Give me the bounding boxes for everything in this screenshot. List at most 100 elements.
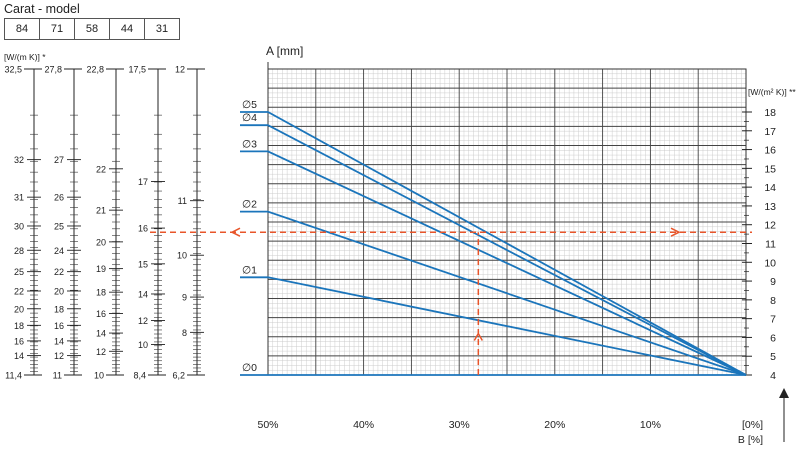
model-cell: 58 [74, 18, 110, 40]
right-axis-tick-label: 4 [770, 370, 776, 382]
plot-grid [267, 62, 747, 376]
scale-tick-label: 32 [14, 155, 24, 165]
scale-tick-label: 24 [54, 246, 64, 256]
scale-tick-label: 25 [14, 267, 24, 277]
scale-tick-label: 11 [178, 196, 187, 206]
scale-tick-label: 10 [177, 251, 187, 261]
scale-tick-label: 14 [138, 289, 148, 299]
guide-up-arrow [473, 332, 483, 341]
series-line [240, 150, 747, 376]
scale-tick-label: 12 [54, 351, 64, 361]
right-axis-tick-label: 13 [764, 201, 776, 213]
series-label: ∅1 [242, 264, 257, 276]
scale-bottom-label: 11 [53, 371, 62, 381]
scale-tick-label: 22 [96, 164, 106, 174]
x-tick-label: 10% [640, 419, 661, 431]
model-table-title: Carat - model [4, 2, 80, 16]
scale-tick-label: 20 [96, 237, 106, 247]
scale-tick-label: 26 [54, 193, 64, 203]
scale-tick-label: 16 [14, 336, 24, 346]
left-scale-header: [W/(m K)] * [4, 52, 46, 62]
scale-tick-label: 20 [54, 286, 64, 296]
x-tick-label: [0%] [742, 419, 763, 431]
scale-tick-label: 16 [96, 309, 106, 319]
x-tick-label: 20% [544, 419, 565, 431]
scale-tick-label: 22 [14, 286, 24, 296]
scale-top-label: 17,5 [128, 65, 146, 75]
series-label: ∅4 [242, 112, 257, 124]
scale-tick-label: 12 [96, 347, 106, 357]
scale-tick-label: 10 [138, 340, 148, 350]
scale-tick-label: 16 [138, 224, 148, 234]
scale-top-label: 22,8 [86, 65, 104, 75]
model-table: 84 71 58 44 31 [4, 18, 180, 40]
scale-tick-label: 15 [138, 259, 148, 269]
scale-top-label: 12 [175, 65, 185, 75]
scale-bottom-label: 6,2 [172, 371, 185, 381]
right-axis-tick-label: 9 [770, 276, 776, 288]
scale-tick-label: 17 [138, 177, 148, 187]
scale-tick-label: 18 [96, 288, 106, 298]
series-line [240, 111, 747, 376]
scale-bottom-label: 10 [94, 371, 104, 381]
right-axis-tick-label: 8 [770, 295, 776, 307]
model-table-row: 84 71 58 44 31 [4, 18, 180, 40]
x-tick-label: 40% [353, 419, 374, 431]
scale-tick-label: 8 [182, 328, 187, 338]
scale-tick-label: 12 [138, 316, 148, 326]
scale-tick-label: 18 [14, 321, 24, 331]
scale-tick-label: 30 [14, 221, 24, 231]
left-conversion-scales: [W/(m K)] * 32,5 11,4 32 31 30 28 25 22 20 18 16 14… [4, 52, 205, 381]
guide-right-arrow [670, 227, 681, 237]
right-axis-tick-label: 18 [764, 107, 776, 119]
series-lines: ∅0 ∅1 ∅2 ∅3 ∅4∅5 [240, 99, 747, 376]
series-label: ∅5 [242, 99, 257, 111]
series-label: ∅2 [242, 199, 257, 211]
series-line [240, 124, 747, 376]
right-axis-tick-label: 16 [764, 145, 776, 157]
scale-tick-label: 18 [54, 304, 64, 314]
right-axis-tick-label: 14 [764, 182, 776, 194]
right-axis-tick-label: 7 [770, 314, 776, 326]
scale-tick-label: 28 [14, 246, 24, 256]
scale-tick-label: 14 [54, 336, 64, 346]
right-axis-tick-label: 10 [764, 257, 776, 269]
scale-tick-label: 20 [14, 304, 24, 314]
model-cell: 71 [39, 18, 75, 40]
right-axis-tick-label: 12 [764, 220, 776, 232]
scale-bottom-label: 8,4 [133, 371, 146, 381]
scale-tick-label: 27 [54, 155, 64, 165]
scale-tick-label: 19 [96, 264, 106, 274]
series-line [240, 210, 747, 376]
x-axis-title: B [%] [738, 434, 763, 446]
right-axis-tick-label: 15 [764, 163, 776, 175]
model-cell: 31 [144, 18, 180, 40]
right-axis-tick-label: 17 [764, 126, 776, 138]
scale-tick-label: 21 [96, 206, 106, 216]
scale-tick-label: 9 [182, 293, 187, 303]
scale-top-label: 27,8 [44, 65, 62, 75]
right-axis-tick-label: 5 [770, 351, 776, 363]
scale-tick-label: 16 [54, 321, 64, 331]
guide-left-arrow [230, 227, 241, 237]
scale-bottom-label: 11,4 [5, 371, 22, 381]
series-label: ∅0 [242, 362, 257, 374]
up-arrow-head [779, 388, 789, 398]
right-axis-title: [W/(m² K)] ** [748, 87, 796, 97]
series-line [240, 276, 747, 376]
scale-tick-label: 14 [96, 329, 106, 339]
plot-axes: A [mm] [W/(m² K)] ** B [%] 4 5 6 7 8 9 10 11 12 1… [257, 44, 796, 446]
x-tick-label: 30% [449, 419, 470, 431]
x-tick-label: 50% [257, 419, 278, 431]
scale-tick-label: 14 [14, 351, 24, 361]
series-label: ∅3 [242, 138, 257, 150]
scale-tick-label: 22 [54, 267, 64, 277]
scale-top-label: 32,5 [4, 65, 22, 75]
scale-tick-label: 25 [54, 221, 64, 231]
y-axis-title: A [mm] [266, 44, 303, 58]
right-axis-tick-label: 6 [770, 332, 776, 344]
right-axis-tick-label: 11 [765, 239, 776, 251]
scale-tick-label: 31 [14, 193, 24, 203]
guide-lines [150, 227, 752, 375]
